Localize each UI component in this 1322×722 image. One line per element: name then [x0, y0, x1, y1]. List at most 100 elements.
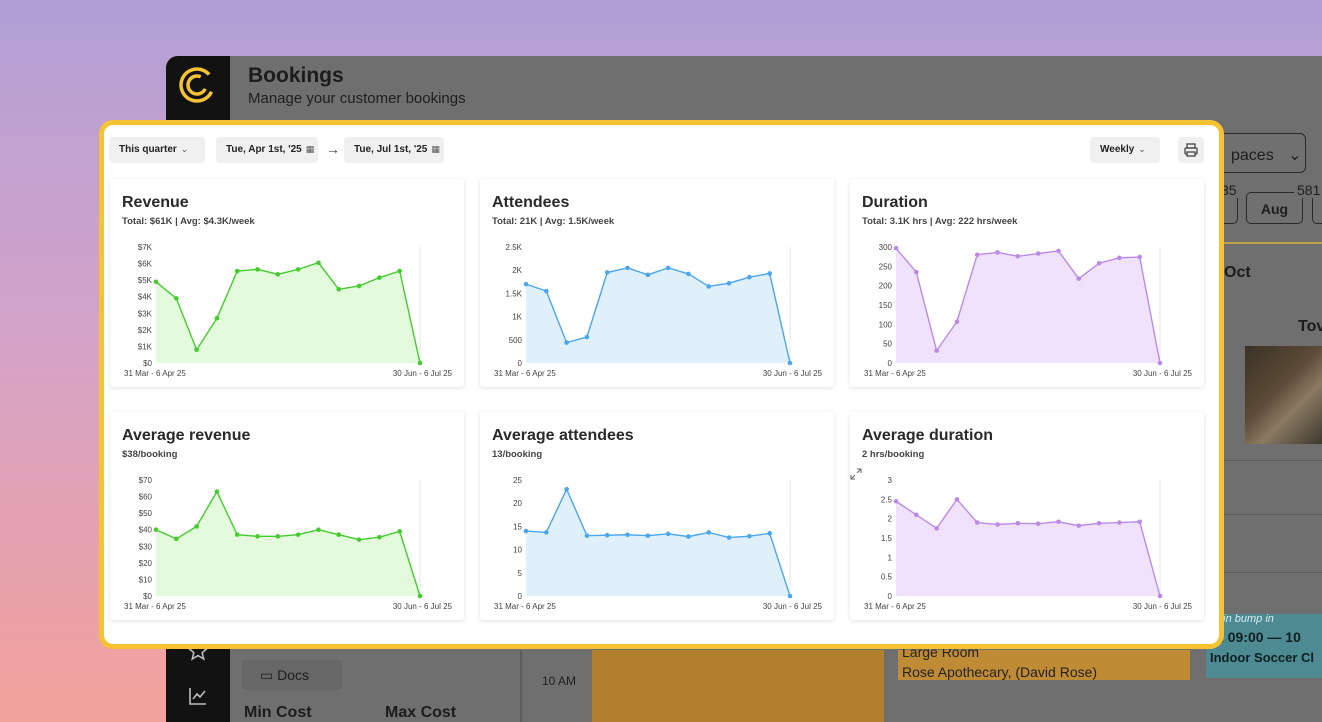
data-point[interactable] — [1035, 251, 1041, 256]
data-point[interactable] — [1035, 521, 1041, 526]
data-point[interactable] — [1056, 519, 1061, 525]
data-point[interactable] — [914, 269, 919, 275]
data-point[interactable] — [316, 527, 321, 533]
data-point[interactable] — [564, 486, 569, 492]
data-point[interactable] — [625, 265, 630, 271]
data-point[interactable] — [604, 270, 610, 275]
data-point[interactable] — [645, 533, 651, 538]
docs-label: Docs — [277, 667, 310, 683]
data-point[interactable] — [1076, 523, 1082, 528]
interval-select[interactable]: Weekly ⌄ — [1090, 137, 1160, 163]
data-point[interactable] — [974, 252, 980, 258]
data-point[interactable] — [1015, 521, 1021, 526]
data-point[interactable] — [1157, 360, 1163, 366]
start-date-picker[interactable]: Tue, Apr 1st, '25 ▦ — [216, 137, 318, 163]
data-point[interactable] — [686, 534, 691, 539]
data-point[interactable] — [954, 497, 960, 502]
data-point[interactable] — [1117, 520, 1122, 525]
data-point[interactable] — [234, 268, 240, 274]
data-point[interactable] — [1117, 255, 1122, 261]
data-point[interactable] — [893, 245, 899, 251]
data-point[interactable] — [214, 315, 220, 321]
data-point[interactable] — [934, 348, 939, 353]
data-point[interactable] — [934, 526, 939, 531]
logo-rings-icon[interactable] — [176, 64, 218, 106]
data-point[interactable] — [747, 274, 752, 280]
data-point[interactable] — [893, 498, 899, 504]
data-point[interactable] — [544, 530, 549, 535]
docs-button[interactable]: ▭ Docs — [242, 660, 342, 690]
data-point[interactable] — [194, 524, 199, 529]
data-point[interactable] — [295, 532, 301, 537]
data-point[interactable] — [1157, 593, 1163, 599]
month-chip-aug[interactable]: Aug — [1246, 192, 1303, 224]
data-point[interactable] — [604, 532, 610, 538]
booking-block[interactable] — [898, 650, 1190, 680]
booking-block[interactable] — [592, 650, 884, 722]
data-point[interactable] — [767, 531, 772, 536]
data-point[interactable] — [275, 272, 281, 277]
data-point[interactable] — [356, 537, 362, 542]
data-point[interactable] — [767, 271, 772, 276]
period-select[interactable]: This quarter ⌄ — [109, 137, 205, 163]
data-point[interactable] — [747, 533, 752, 539]
data-point[interactable] — [584, 533, 590, 538]
data-point[interactable] — [914, 512, 919, 518]
data-point[interactable] — [523, 281, 529, 287]
data-point[interactable] — [377, 275, 382, 280]
data-point[interactable] — [645, 272, 651, 278]
line-chart-icon[interactable] — [186, 684, 210, 708]
data-point[interactable] — [417, 593, 423, 599]
data-point[interactable] — [214, 489, 220, 494]
data-point[interactable] — [995, 522, 1000, 527]
data-point[interactable] — [174, 296, 179, 301]
data-point[interactable] — [234, 532, 240, 537]
data-point[interactable] — [417, 360, 423, 366]
data-point[interactable] — [787, 360, 793, 366]
data-point[interactable] — [1096, 260, 1102, 266]
data-point[interactable] — [1056, 248, 1061, 254]
end-date-picker[interactable]: Tue, Jul 1st, '25 ▦ — [344, 137, 444, 163]
data-point[interactable] — [523, 528, 529, 534]
expand-icon[interactable] — [850, 468, 862, 480]
data-point[interactable] — [665, 531, 671, 537]
data-point[interactable] — [1015, 253, 1021, 259]
data-point[interactable] — [1096, 521, 1102, 526]
data-point[interactable] — [726, 535, 732, 540]
data-point[interactable] — [995, 250, 1000, 255]
data-point[interactable] — [1137, 254, 1142, 260]
data-point[interactable] — [564, 340, 569, 345]
y-tick-label: $60 — [139, 493, 153, 502]
data-point[interactable] — [544, 288, 549, 294]
data-point[interactable] — [974, 520, 980, 525]
data-point[interactable] — [706, 284, 712, 289]
booking-block-teal[interactable] — [1206, 614, 1322, 678]
data-point[interactable] — [275, 534, 281, 539]
data-point[interactable] — [397, 268, 402, 274]
data-point[interactable] — [706, 530, 712, 535]
data-point[interactable] — [153, 279, 159, 285]
data-point[interactable] — [255, 267, 260, 272]
data-point[interactable] — [336, 532, 342, 537]
data-point[interactable] — [787, 593, 793, 599]
spaces-dropdown[interactable]: paces ⌄ — [1218, 133, 1306, 173]
data-point[interactable] — [397, 529, 402, 534]
data-point[interactable] — [686, 271, 691, 277]
print-button[interactable] — [1178, 137, 1204, 163]
data-point[interactable] — [954, 319, 960, 324]
data-point[interactable] — [356, 283, 362, 289]
data-point[interactable] — [295, 267, 301, 272]
data-point[interactable] — [336, 286, 342, 292]
data-point[interactable] — [174, 536, 179, 542]
data-point[interactable] — [584, 334, 590, 340]
data-point[interactable] — [194, 347, 199, 353]
data-point[interactable] — [153, 527, 159, 533]
data-point[interactable] — [316, 260, 321, 266]
data-point[interactable] — [1076, 276, 1082, 282]
data-point[interactable] — [377, 534, 382, 540]
data-point[interactable] — [625, 532, 630, 538]
data-point[interactable] — [665, 265, 671, 271]
data-point[interactable] — [1137, 519, 1142, 525]
data-point[interactable] — [255, 534, 260, 539]
data-point[interactable] — [726, 280, 732, 286]
